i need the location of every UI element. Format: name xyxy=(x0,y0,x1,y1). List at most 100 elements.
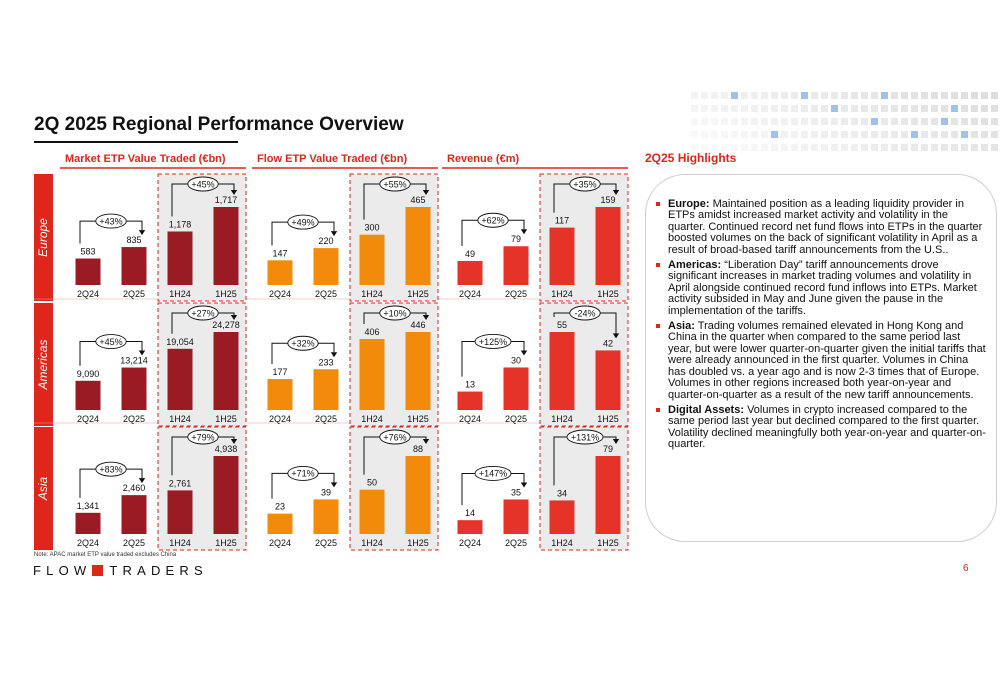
quarter-change-label: +43% xyxy=(99,216,122,226)
bar xyxy=(75,512,101,534)
category-tick-label: 1H25 xyxy=(215,414,237,424)
grid-square xyxy=(741,92,748,99)
bar-value-label: 220 xyxy=(318,236,333,246)
half-change-label: +10% xyxy=(383,308,406,318)
quarter-change-label-oval xyxy=(287,465,319,481)
arrow-head xyxy=(138,350,146,356)
category-tick-label: 2Q25 xyxy=(315,289,337,299)
bar-value-label: 34 xyxy=(557,488,567,498)
grid-square xyxy=(721,92,728,99)
grid-square xyxy=(911,118,918,125)
category-tick-label: 1H25 xyxy=(407,289,429,299)
grid-square xyxy=(941,105,948,112)
bar xyxy=(121,247,147,285)
bar-value-label: 50 xyxy=(367,478,377,488)
half-change-label: +45% xyxy=(191,179,214,189)
grid-square xyxy=(971,131,978,138)
grid-square xyxy=(851,118,858,125)
grid-square xyxy=(781,92,788,99)
grid-square xyxy=(811,105,818,112)
grid-square xyxy=(961,131,968,138)
highlight-item: Asia: Trading volumes remained elevated … xyxy=(656,320,986,401)
grid-square xyxy=(801,92,808,99)
half-change-label: +55% xyxy=(383,179,406,189)
quarter-change-label-oval xyxy=(477,212,509,228)
arrow-head xyxy=(330,352,338,358)
highlights-list: Europe: Maintained position as a leading… xyxy=(656,198,986,455)
quarter-change-label-oval xyxy=(95,461,127,477)
region-label: Asia xyxy=(36,477,50,502)
grid-square xyxy=(791,131,798,138)
grid-square xyxy=(961,92,968,99)
grid-square xyxy=(881,92,888,99)
half-change-label-oval xyxy=(379,429,411,445)
grid-square xyxy=(701,105,708,112)
bar-value-label: 1,717 xyxy=(215,195,238,205)
grid-square xyxy=(821,105,828,112)
bar xyxy=(405,207,431,285)
grid-square xyxy=(781,118,788,125)
bar xyxy=(457,260,483,285)
grid-square xyxy=(751,105,758,112)
bar-value-label: 9,090 xyxy=(77,369,100,379)
grid-square xyxy=(721,118,728,125)
column-header: Revenue (€m) xyxy=(447,153,519,165)
highlight-text: Maintained position as a leading liquidi… xyxy=(668,198,983,256)
grid-square xyxy=(801,144,808,151)
arrow-head xyxy=(330,231,338,237)
grid-square xyxy=(751,118,758,125)
bar xyxy=(595,350,621,410)
grid-square xyxy=(881,118,888,125)
category-tick-label: 2Q25 xyxy=(315,414,337,424)
page-number: 6 xyxy=(963,563,969,574)
grid-square xyxy=(771,131,778,138)
bar xyxy=(457,520,483,534)
grid-square xyxy=(891,131,898,138)
bar xyxy=(549,227,575,285)
bar-value-label: 13 xyxy=(465,380,475,390)
category-tick-label: 1H24 xyxy=(169,289,191,299)
region-label: Americas xyxy=(36,339,50,390)
grid-square xyxy=(901,118,908,125)
grid-square xyxy=(751,92,758,99)
grid-square xyxy=(991,92,998,99)
grid-square xyxy=(821,144,828,151)
grid-square xyxy=(771,92,778,99)
column-header: Flow ETP Value Traded (€bn) xyxy=(257,153,407,165)
bar xyxy=(213,207,239,285)
category-tick-label: 2Q25 xyxy=(123,289,145,299)
category-tick-label: 2Q24 xyxy=(77,289,99,299)
arrow-head xyxy=(612,190,620,195)
quarter-change-label-oval xyxy=(474,465,512,481)
grid-square xyxy=(711,92,718,99)
half-change-label-oval xyxy=(566,429,604,445)
title-underline xyxy=(34,141,238,143)
highlights-panel: Europe: Maintained position as a leading… xyxy=(645,174,997,542)
grid-square xyxy=(791,118,798,125)
grid-square xyxy=(901,92,908,99)
bar xyxy=(359,338,385,410)
grid-square xyxy=(911,144,918,151)
grid-square xyxy=(901,131,908,138)
grid-square xyxy=(791,105,798,112)
category-tick-label: 1H25 xyxy=(597,289,619,299)
grid-square xyxy=(741,144,748,151)
bar xyxy=(503,246,529,285)
highlight-text: “Liberation Day” tariff announcements dr… xyxy=(668,259,977,317)
half-change-label-oval xyxy=(187,176,219,192)
grid-square xyxy=(931,144,938,151)
grid-square xyxy=(701,92,708,99)
grid-square xyxy=(911,105,918,112)
grid-square xyxy=(931,118,938,125)
category-tick-label: 1H24 xyxy=(551,414,573,424)
grid-square xyxy=(771,144,778,151)
grid-square xyxy=(691,144,698,151)
arrow-head xyxy=(520,229,528,235)
half-change-label-oval xyxy=(187,429,219,445)
grid-square xyxy=(951,92,958,99)
grid-square xyxy=(691,118,698,125)
highlight-item: Americas: “Liberation Day” tariff announ… xyxy=(656,259,986,317)
bar-value-label: 23 xyxy=(275,502,285,512)
bar-value-label: 88 xyxy=(413,444,423,454)
